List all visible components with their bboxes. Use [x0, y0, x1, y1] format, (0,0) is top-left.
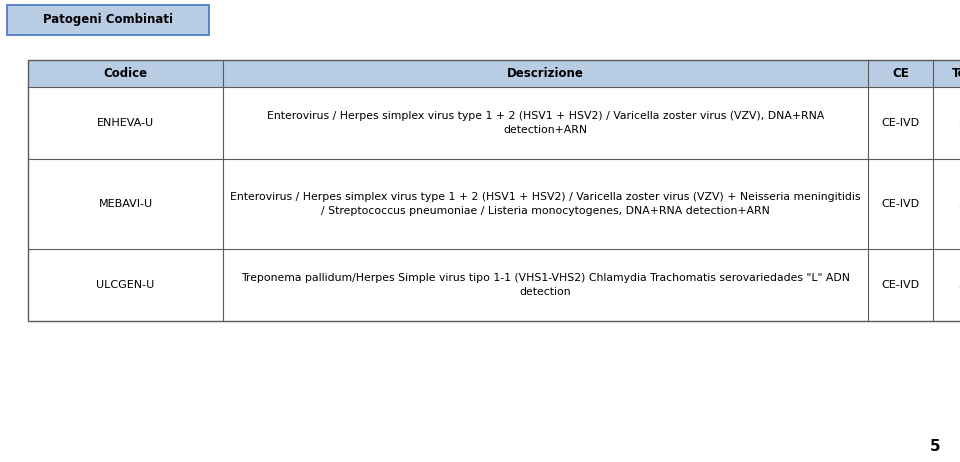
Text: CE: CE — [892, 67, 909, 80]
Bar — [28, 249, 960, 321]
Text: 30: 30 — [958, 118, 960, 128]
Text: Codice: Codice — [104, 67, 148, 80]
Text: CE-IVD: CE-IVD — [881, 199, 920, 209]
Text: CE-IVD: CE-IVD — [881, 118, 920, 128]
Text: MEBAVI-U: MEBAVI-U — [99, 199, 153, 209]
Text: 30: 30 — [958, 199, 960, 209]
Text: Patogeni Combinati: Patogeni Combinati — [43, 13, 173, 26]
Text: Descrizione: Descrizione — [507, 67, 584, 80]
Text: Enterovirus / Herpes simplex virus type 1 + 2 (HSV1 + HSV2) / Varicella zoster v: Enterovirus / Herpes simplex virus type … — [267, 111, 825, 135]
Bar — [7, 5, 209, 35]
Text: Test: Test — [952, 67, 960, 80]
Text: ULCGEN-U: ULCGEN-U — [96, 280, 155, 290]
Text: ENHEVA-U: ENHEVA-U — [97, 118, 154, 128]
Bar — [28, 87, 960, 159]
Text: Enterovirus / Herpes simplex virus type 1 + 2 (HSV1 + HSV2) / Varicella zoster v: Enterovirus / Herpes simplex virus type … — [230, 192, 861, 216]
Bar — [28, 60, 960, 87]
Text: Treponema pallidum/Herpes Simple virus tipo 1-1 (VHS1-VHS2) Chlamydia Trachomati: Treponema pallidum/Herpes Simple virus t… — [241, 273, 850, 297]
Text: 30: 30 — [958, 280, 960, 290]
Text: 5: 5 — [929, 439, 940, 454]
Bar — [28, 60, 960, 321]
Bar — [28, 159, 960, 249]
Text: CE-IVD: CE-IVD — [881, 280, 920, 290]
